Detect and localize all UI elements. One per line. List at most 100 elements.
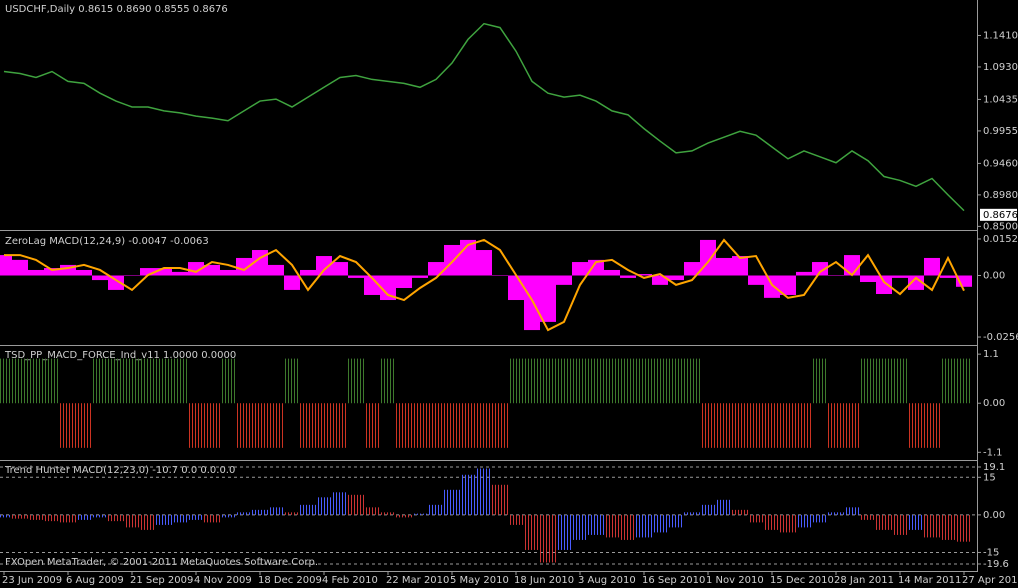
histogram-bar	[556, 275, 572, 285]
x-tick-label: 22 Mar 2010	[386, 575, 449, 586]
force-bar	[28, 358, 44, 404]
trend-bar	[540, 514, 556, 563]
force-bar	[940, 358, 956, 404]
trend-bar	[572, 514, 588, 540]
force-bar	[284, 358, 300, 404]
histogram-bar	[812, 262, 828, 276]
force-bar	[268, 403, 284, 448]
histogram-bar	[172, 271, 188, 276]
histogram-bar	[876, 275, 892, 295]
force-bar	[668, 358, 684, 404]
histogram-bar	[220, 269, 236, 276]
trend-bar	[796, 514, 812, 528]
y-tick-label: 19.1	[983, 462, 1005, 473]
force-bar	[444, 403, 460, 448]
force-bar	[396, 403, 412, 448]
histogram-bar	[236, 257, 252, 276]
histogram-bar	[652, 275, 668, 285]
trend-bar	[220, 514, 236, 518]
trend-bar	[652, 514, 668, 533]
y-tick-label: 0.00	[983, 510, 1005, 521]
histogram-bar	[924, 257, 940, 276]
y-tick-label: 1.1	[983, 349, 999, 360]
trend-bar	[780, 514, 796, 533]
histogram-bar	[332, 262, 348, 276]
trend-bar	[236, 512, 252, 515]
trend-bar	[668, 514, 684, 528]
histogram-bar	[588, 259, 604, 276]
trend-bar	[172, 514, 188, 523]
trend-bar	[604, 514, 620, 538]
force-bar	[252, 403, 268, 448]
y-tick-label: -1.1	[983, 447, 1003, 458]
force-bar	[124, 358, 140, 404]
force-bar	[812, 358, 828, 404]
x-tick-label: 14 Mar 2011	[898, 575, 961, 586]
histogram-bar	[908, 275, 924, 290]
force-bar	[508, 358, 524, 404]
trend-bar	[332, 492, 348, 515]
force-bar	[172, 358, 188, 404]
last-price-label: 0.8676	[983, 210, 1018, 221]
force-bar	[188, 403, 204, 448]
trend-bar	[508, 514, 524, 525]
trend-bar	[188, 514, 204, 520]
trend-bar	[364, 507, 380, 515]
trend-bar	[412, 513, 428, 515]
trend-bar	[428, 504, 444, 515]
force-bar	[460, 403, 476, 448]
force-bar	[652, 358, 668, 404]
trend-bar	[460, 474, 476, 515]
trend-bar	[492, 484, 508, 515]
histogram-bar	[748, 275, 764, 285]
trend-bar	[908, 514, 924, 530]
trend-bar	[12, 514, 28, 519]
force-bar	[876, 358, 892, 404]
histogram-bar	[636, 274, 652, 276]
force-bar	[428, 403, 444, 448]
trend-bar	[556, 514, 572, 550]
histogram-bar	[300, 269, 316, 276]
y-tick-label: 1.0435	[983, 94, 1018, 105]
trend-bar	[524, 514, 540, 550]
force-bar	[620, 358, 636, 404]
trend-bar	[892, 514, 908, 535]
force-bar	[332, 403, 348, 448]
trend-bar	[444, 489, 460, 515]
force-bar	[524, 358, 540, 404]
x-tick-label: 16 Sep 2010	[642, 575, 705, 586]
histogram-bar	[380, 275, 396, 301]
force-bar	[92, 358, 108, 404]
x-tick-label: 21 Sep 2009	[130, 575, 193, 586]
force-bar	[732, 403, 748, 448]
x-tick-label: 6 Aug 2009	[66, 575, 124, 586]
trend-bar	[300, 504, 316, 515]
histogram-bar	[12, 259, 28, 276]
trend-bar	[204, 514, 220, 523]
trend-bar	[620, 514, 636, 540]
histogram-bar	[716, 257, 732, 276]
trend-bar	[284, 512, 300, 515]
y-tick-label: 0.9460	[983, 158, 1018, 169]
histogram-bar	[140, 268, 156, 276]
trend-bar	[588, 514, 604, 535]
histogram-bar	[860, 275, 876, 282]
trend-bar	[764, 514, 780, 530]
trend-bar	[684, 512, 700, 515]
histogram-bar	[268, 264, 284, 276]
force-bar	[492, 403, 508, 448]
trend-bar	[156, 514, 172, 525]
histogram-bar	[364, 275, 380, 295]
histogram-bar	[892, 275, 908, 278]
price-line	[3, 22, 965, 212]
y-tick-label: 15	[983, 472, 996, 483]
force-bar	[220, 358, 236, 404]
force-bar	[12, 358, 28, 404]
trend-bar	[876, 514, 892, 530]
y-tick-label: 0.00	[983, 271, 1005, 282]
histogram-bar	[28, 269, 44, 276]
y-tick-label: -15	[983, 547, 999, 558]
histogram-bar	[540, 275, 556, 322]
y-tick-label: 0.0152	[983, 234, 1018, 245]
force-bar	[588, 358, 604, 404]
